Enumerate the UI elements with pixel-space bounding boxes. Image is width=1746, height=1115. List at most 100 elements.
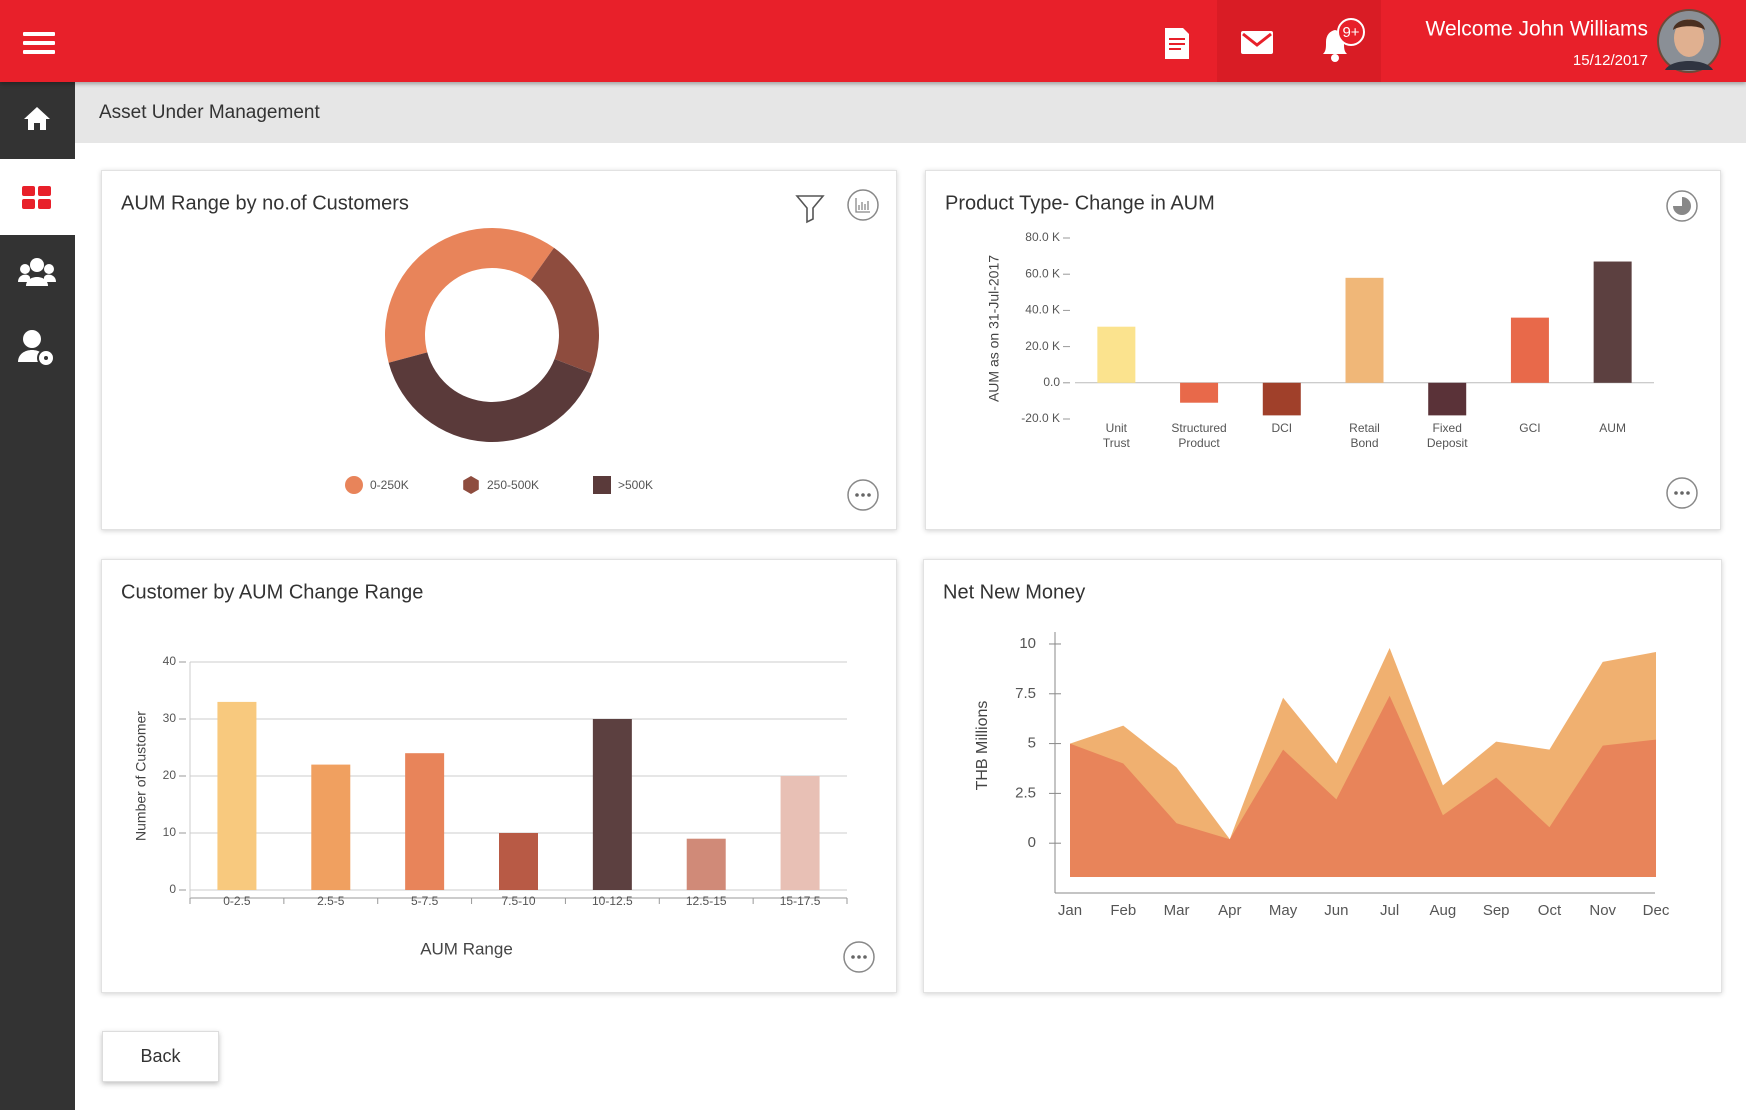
bar <box>1510 317 1549 383</box>
x-tick-label: 15-17.5 <box>780 894 821 908</box>
y-tick-label: 2.5 <box>1015 784 1036 801</box>
x-tick-label: Dec <box>1643 902 1670 919</box>
y-tick-label: 10 <box>163 825 177 839</box>
x-axis-label: AUM Range <box>420 939 513 958</box>
x-tick-label: Fixed Deposit <box>1426 421 1468 450</box>
x-tick-label: 10-12.5 <box>592 894 633 908</box>
top-bar-icons: 9+ Welcome John Williams 15/12/2017 <box>23 0 1721 82</box>
document-icon[interactable] <box>1165 28 1189 59</box>
bar <box>1180 382 1219 403</box>
user-tag-nav[interactable] <box>18 330 55 367</box>
customers-nav[interactable] <box>18 258 56 286</box>
dashboard-nav-active[interactable] <box>0 159 75 235</box>
bar <box>1428 382 1467 416</box>
x-tick-label: Oct <box>1538 902 1562 919</box>
chart: Customer by AUM Change Range 0 10 20 30 40 0-2… <box>121 581 875 973</box>
bar <box>592 719 632 890</box>
x-tick-label: Retail Bond <box>1349 421 1380 450</box>
x-tick-label: Aug <box>1430 902 1457 919</box>
x-tick-label: Unit Trust <box>1102 421 1130 450</box>
x-tick-label-wrap: Retail Bond <box>1320 421 1410 451</box>
sidebar-icons <box>0 107 75 367</box>
y-tick-label: 40.0 K <box>1025 303 1060 317</box>
chart: AUM Range by no.of Customers 0-250K 250-50… <box>121 189 879 511</box>
y-axis-label: AUM as on 31-Jul-2017 <box>986 255 1002 402</box>
avatar[interactable] <box>1657 9 1721 73</box>
bar <box>499 833 538 890</box>
x-tick-label: Sep <box>1483 902 1510 919</box>
y-tick-label: 0 <box>1028 834 1036 851</box>
bar <box>1262 382 1301 416</box>
home-nav[interactable] <box>24 107 50 130</box>
x-tick-label-wrap: Unit Trust <box>1071 421 1161 451</box>
x-tick-label: Jan <box>1058 902 1082 919</box>
chart-type-button[interactable] <box>1666 190 1698 222</box>
chart-title: Customer by AUM Change Range <box>121 581 423 603</box>
chart: Product Type- Change in AUM -20.0 K 0.0 20.… <box>945 190 1698 509</box>
bar <box>780 776 820 890</box>
x-tick-label-box: Fixed Deposit <box>1402 421 1492 451</box>
badge-text: 9+ <box>1342 24 1359 41</box>
bar <box>1097 326 1136 383</box>
back-button[interactable]: Back <box>102 1031 219 1082</box>
legend-label: 250-500K <box>487 478 539 492</box>
area <box>1070 695 1656 877</box>
y-tick-label: 10 <box>1019 635 1036 652</box>
y-tick-label: 0.0 <box>1043 375 1060 389</box>
x-tick-label-box: Unit Trust <box>1071 421 1161 451</box>
x-tick-label: 5-7.5 <box>411 894 439 908</box>
chart-card: Customer by AUM Change Range 0 10 20 30 40 0-2… <box>101 559 897 993</box>
y-tick-label: 80.0 K <box>1025 230 1060 244</box>
y-tick-label: 20 <box>163 768 177 782</box>
y-tick-label: 60.0 K <box>1025 266 1060 280</box>
x-tick-label-wrap: Structured Product <box>1154 421 1244 451</box>
top-bar: 9+ Welcome John Williams 15/12/2017 <box>0 0 1746 82</box>
chart-type-button[interactable] <box>847 189 879 221</box>
chart-title: Net New Money <box>943 581 1085 603</box>
donut-segment <box>385 227 554 363</box>
more-button[interactable] <box>843 941 875 973</box>
x-tick-label-box: GCI <box>1485 421 1575 436</box>
filter-icon[interactable] <box>795 195 825 224</box>
page-title: Asset Under Management <box>99 102 320 123</box>
donut-segment <box>530 247 599 374</box>
y-tick-label: 30 <box>163 711 177 725</box>
chart-card: AUM Range by no.of Customers 0-250K 250-50… <box>101 170 897 530</box>
x-tick-label-box: Structured Product <box>1154 421 1244 451</box>
more-button[interactable] <box>847 479 879 511</box>
x-tick-label: 2.5-5 <box>317 894 345 908</box>
x-tick-label-box: AUM <box>1568 421 1658 436</box>
x-tick-label-wrap: DCI <box>1237 421 1327 436</box>
y-axis-label: Number of Customer <box>133 711 149 841</box>
x-tick-label: 12.5-15 <box>686 894 727 908</box>
menu-button[interactable] <box>23 32 55 54</box>
legend-marker <box>593 476 611 494</box>
x-tick-label: 7.5-10 <box>501 894 535 908</box>
chart-title: AUM Range by no.of Customers <box>121 192 409 214</box>
bar <box>217 701 257 890</box>
welcome-text: Welcome John Williams <box>1426 18 1649 41</box>
legend-label: 0-250K <box>370 478 409 492</box>
y-tick-label: 0 <box>169 882 176 896</box>
bar <box>1345 277 1384 383</box>
mail-icon[interactable] <box>1241 31 1273 54</box>
x-tick-label: DCI <box>1271 421 1293 435</box>
x-tick-label-wrap: GCI <box>1485 421 1575 436</box>
x-tick-label: Apr <box>1218 902 1241 919</box>
x-tick-label: Mar <box>1164 902 1190 919</box>
y-tick-label: -20.0 K <box>1021 411 1060 425</box>
bar <box>405 753 445 890</box>
bar <box>686 838 726 890</box>
x-tick-label: Jun <box>1324 902 1348 919</box>
x-tick-label-box: Retail Bond <box>1320 421 1410 451</box>
x-tick-label-wrap: AUM <box>1568 421 1658 436</box>
x-tick-label: Nov <box>1589 902 1616 919</box>
chart-card: Net New Money 0 2.5 5 7.5 10 Jan Feb Mar Apr May Ju… <box>923 559 1722 993</box>
x-tick-label: AUM <box>1599 421 1626 435</box>
y-tick-label: 7.5 <box>1015 685 1036 702</box>
more-button[interactable] <box>1666 477 1698 509</box>
chart-card: Product Type- Change in AUM -20.0 K 0.0 20.… <box>925 170 1721 530</box>
bar <box>1593 261 1632 383</box>
x-tick-label-wrap: Fixed Deposit <box>1402 421 1492 451</box>
